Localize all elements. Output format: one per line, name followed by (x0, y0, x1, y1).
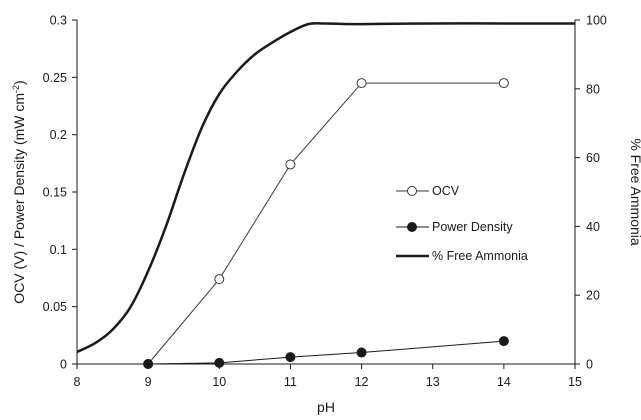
left-y-axis-title-close: ) (11, 80, 27, 85)
data-point-power-density (143, 359, 154, 369)
left-y-axis-title: OCV (V) / Power Density (mW cm-2) (11, 80, 27, 303)
right-y-tick-label: 40 (586, 220, 600, 234)
right-y-tick-label: 60 (586, 151, 600, 165)
left-y-tick-label: 0 (60, 358, 67, 372)
data-point-power-density (498, 336, 509, 347)
x-tick-label: 15 (568, 375, 582, 389)
legend-item-power-density: Power Density (396, 220, 513, 234)
right-y-axis-ticks: 0 20 40 60 80 100 (575, 14, 607, 372)
left-y-axis-title-superscript: -2 (11, 85, 21, 93)
data-point-power-density (214, 357, 225, 368)
data-point-ocv (356, 78, 367, 89)
left-y-axis-title-main: OCV (V) / Power Density (mW cm (11, 93, 27, 304)
data-point-ocv (498, 78, 509, 89)
data-point-power-density (285, 352, 296, 363)
legend: OCV Power Density % Free Ammonia (396, 184, 528, 263)
x-tick-label: 12 (355, 375, 369, 389)
x-tick-label: 9 (145, 375, 152, 389)
x-axis-title: pH (317, 399, 335, 415)
left-y-tick-label: 0.1 (50, 243, 67, 257)
left-y-tick-label: 0.3 (50, 14, 67, 28)
left-y-tick-label: 0.15 (43, 186, 67, 200)
x-tick-label: 13 (426, 375, 440, 389)
right-y-axis-title: % Free Ammonia (628, 138, 641, 246)
series-power-density (143, 336, 509, 369)
legend-power-density-label: Power Density (432, 220, 513, 234)
data-point-ocv (214, 274, 225, 285)
series-free-ammonia (76, 21, 576, 354)
x-tick-label: 8 (74, 375, 81, 389)
series-line-power-density (148, 340, 504, 365)
legend-ocv-marker (407, 186, 417, 196)
legend-item-free-ammonia: % Free Ammonia (396, 249, 528, 263)
x-tick-label: 14 (497, 375, 511, 389)
data-point-power-density (356, 347, 367, 358)
legend-item-ocv: OCV (396, 184, 460, 198)
data-point-ocv (285, 159, 296, 170)
x-tick-label: 11 (284, 375, 297, 389)
series-layer (76, 21, 576, 369)
right-y-tick-label: 100 (586, 14, 607, 28)
left-y-tick-label: 0.05 (43, 300, 67, 314)
legend-free-ammonia-label: % Free Ammonia (432, 249, 528, 263)
right-y-tick-label: 0 (586, 358, 593, 372)
right-y-tick-label: 20 (586, 289, 600, 303)
legend-ocv-label: OCV (432, 184, 460, 198)
plot-area (76, 20, 576, 365)
right-y-tick-label: 80 (586, 82, 600, 96)
x-tick-label: 10 (212, 375, 226, 389)
left-y-axis-ticks: 0 0.05 0.1 0.15 0.2 0.25 0.3 (43, 14, 77, 372)
left-y-tick-label: 0.2 (50, 128, 67, 142)
x-axis-ticks: 8 9 10 11 12 13 14 15 (74, 364, 582, 389)
left-y-tick-label: 0.25 (43, 71, 67, 85)
legend-power-density-marker (407, 222, 417, 232)
series-line-free-ammonia (76, 21, 576, 354)
